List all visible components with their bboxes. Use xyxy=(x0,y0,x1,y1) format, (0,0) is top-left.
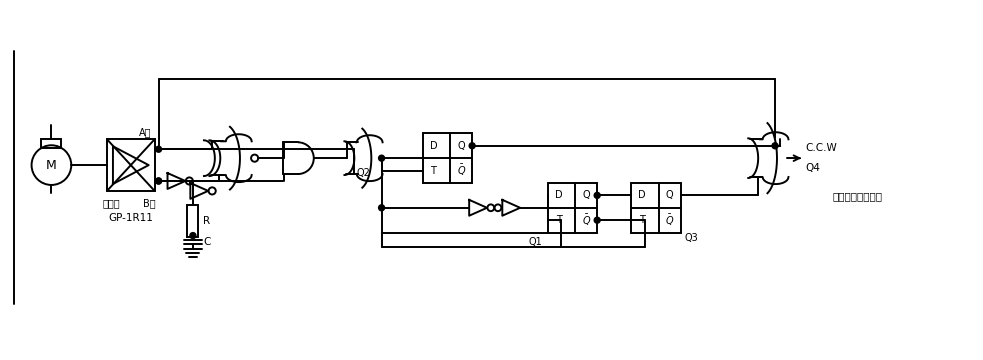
Text: M: M xyxy=(46,159,57,172)
Bar xyxy=(423,133,472,183)
Circle shape xyxy=(594,192,601,198)
Circle shape xyxy=(469,143,475,149)
Bar xyxy=(631,183,680,233)
Text: Q2: Q2 xyxy=(357,168,371,178)
Text: B相: B相 xyxy=(143,198,155,208)
Text: 编码器: 编码器 xyxy=(102,198,120,208)
Circle shape xyxy=(594,217,601,223)
Circle shape xyxy=(155,146,161,152)
Bar xyxy=(548,183,598,233)
Text: Q4: Q4 xyxy=(805,163,820,173)
Text: GP-1R11: GP-1R11 xyxy=(108,213,153,223)
Circle shape xyxy=(378,205,384,211)
Circle shape xyxy=(378,155,384,161)
Bar xyxy=(41,139,61,148)
Text: $\bar{Q}$: $\bar{Q}$ xyxy=(582,213,591,228)
Text: D: D xyxy=(554,190,562,201)
Text: Q3: Q3 xyxy=(684,233,698,243)
Circle shape xyxy=(155,178,161,184)
Circle shape xyxy=(772,143,778,149)
Text: T: T xyxy=(555,215,561,225)
Text: C.C.W: C.C.W xyxy=(805,143,838,153)
Circle shape xyxy=(190,233,196,239)
Text: Q: Q xyxy=(583,190,590,201)
Text: Q: Q xyxy=(457,141,465,151)
Bar xyxy=(107,139,154,191)
Text: D: D xyxy=(430,141,437,151)
Text: C: C xyxy=(203,237,211,247)
Text: 旋转方向检测信号: 旋转方向检测信号 xyxy=(833,191,882,201)
Text: $\bar{Q}$: $\bar{Q}$ xyxy=(456,163,466,178)
Text: D: D xyxy=(638,190,646,201)
Text: A相: A相 xyxy=(139,127,151,138)
Text: Q1: Q1 xyxy=(529,237,543,247)
Text: T: T xyxy=(639,215,645,225)
Text: T: T xyxy=(431,166,436,176)
Text: $\bar{Q}$: $\bar{Q}$ xyxy=(665,213,674,228)
Circle shape xyxy=(155,178,161,184)
Bar xyxy=(188,205,199,237)
Text: R: R xyxy=(202,216,210,226)
Text: Q: Q xyxy=(665,190,673,201)
